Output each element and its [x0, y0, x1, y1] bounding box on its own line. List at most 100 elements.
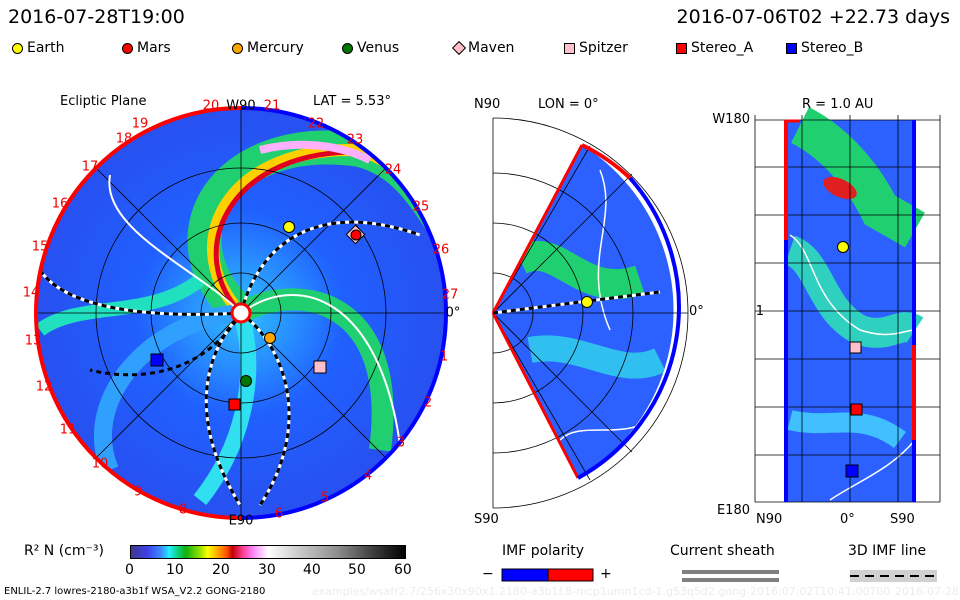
label-e90: E90 — [228, 513, 254, 529]
legend-earth: Earth — [12, 40, 65, 56]
sector-label: 15 — [31, 239, 49, 255]
sector-label: 8 — [178, 502, 188, 518]
label-n90: N90 — [474, 97, 501, 112]
sector-label: 18 — [115, 131, 133, 147]
sector-label: 19 — [131, 116, 149, 132]
legend-mars: Mars — [122, 40, 171, 56]
legend-maven: Maven — [451, 40, 515, 56]
meridional-plot — [491, 117, 689, 509]
spitzer-marker — [313, 360, 327, 374]
colorbar-tick: 0 — [125, 562, 134, 578]
sector-label: 6 — [274, 506, 284, 522]
run-info: 2016-07-06T02 +22.73 days — [676, 6, 950, 28]
imf-minus: − — [482, 566, 494, 582]
colorbar-tick: 60 — [394, 562, 412, 578]
label-w180: W180 — [712, 112, 750, 127]
imf-line-swatch — [850, 570, 937, 582]
imf-line-title: 3D IMF line — [848, 543, 927, 559]
sector-label: 11 — [59, 422, 77, 438]
colorbar-tick: 20 — [212, 562, 230, 578]
legend-label: Stereo_A — [691, 40, 754, 56]
legend-stereo-a: Stereo_A — [676, 40, 753, 56]
label-0deg: 0° — [840, 512, 855, 527]
earth-marker-icon — [12, 42, 23, 54]
sector-label: 3 — [396, 435, 406, 451]
legend-spitzer: Spitzer — [564, 40, 628, 56]
earth-marker — [283, 221, 295, 233]
label-n90: N90 — [756, 512, 783, 527]
legend-label: Venus — [357, 40, 400, 56]
colorbar-tick: 40 — [303, 562, 321, 578]
sector-label: 13 — [24, 333, 42, 349]
label-1: 1 — [755, 304, 764, 319]
sector-label: 5 — [320, 490, 330, 506]
sector-label: 21 — [263, 98, 281, 114]
current-sheath-title: Current sheath — [670, 543, 775, 559]
imf-positive-swatch — [547, 568, 594, 582]
sector-label: 24 — [384, 162, 402, 178]
mars-marker-icon — [122, 42, 133, 54]
sector-label: 25 — [412, 199, 430, 215]
radial-plot — [754, 107, 941, 503]
legend-label: Mars — [137, 40, 171, 56]
sector-label: 12 — [35, 379, 53, 395]
legend-label: Earth — [27, 40, 65, 56]
model-info: ENLIL-2.7 lowres-2180-a3b1f WSA_V2.2 GON… — [4, 586, 266, 597]
stereo-b-marker-icon — [786, 42, 797, 54]
spitzer-marker — [849, 341, 862, 354]
sector-label: 4 — [363, 468, 373, 484]
sector-label: 1 — [439, 349, 449, 365]
venus-marker — [240, 375, 252, 387]
sector-label: 14 — [22, 285, 40, 301]
sector-label: 17 — [81, 159, 99, 175]
legend-mercury: Mercury — [232, 40, 304, 56]
stereo-b-marker — [845, 464, 859, 478]
label-0deg: 0° — [689, 304, 704, 319]
label-w90: W90 — [226, 98, 256, 114]
imf-polarity-title: IMF polarity — [502, 543, 585, 559]
footer-date: 2016-07-28 — [895, 585, 959, 598]
sector-label: 2 — [423, 395, 433, 411]
legend-label: Spitzer — [579, 40, 628, 56]
label-0deg: 0° — [445, 305, 461, 321]
legend-label: Maven — [468, 40, 515, 56]
venus-marker-icon — [342, 42, 353, 54]
sector-label: 9 — [133, 484, 143, 500]
spitzer-marker-icon — [564, 42, 575, 54]
mercury-marker — [264, 332, 276, 344]
earth-marker — [581, 296, 593, 308]
colorbar-tick: 30 — [258, 562, 276, 578]
legend-label: Stereo_B — [801, 40, 864, 56]
sector-label: 27 — [441, 287, 459, 303]
mars-marker — [350, 229, 362, 241]
stereo-b-marker — [150, 353, 164, 367]
current-time: 2016-07-28T19:00 — [8, 6, 185, 28]
mercury-marker-icon — [232, 42, 243, 54]
current-sheath-line — [682, 570, 779, 574]
imf-negative-swatch — [501, 568, 549, 582]
colorbar-tick: 10 — [166, 562, 184, 578]
meridional-lon: LON = 0° — [538, 97, 599, 112]
radial-title: R = 1.0 AU — [802, 97, 874, 112]
sector-label: 20 — [202, 98, 220, 114]
colorbar-label: R² N (cm⁻³) — [24, 543, 104, 559]
legend-stereo-b: Stereo_B — [786, 40, 863, 56]
colorbar — [130, 545, 406, 559]
legend-label: Mercury — [247, 40, 304, 56]
label-e180: E180 — [716, 503, 750, 518]
sector-label: 16 — [51, 196, 69, 212]
stereo-a-marker-icon — [676, 42, 687, 54]
label-s90: S90 — [474, 512, 499, 527]
sector-label: 10 — [91, 456, 109, 472]
ecliptic-plane-plot — [34, 106, 448, 520]
legend-venus: Venus — [342, 40, 399, 56]
run-path: examples/wsafr2.7/256x30x90x1.2180-a3b1f… — [312, 585, 891, 598]
ecliptic-title: Ecliptic Plane — [60, 94, 147, 109]
earth-marker — [837, 241, 849, 253]
ecliptic-lat: LAT = 5.53° — [313, 94, 391, 109]
colorbar-tick: 50 — [348, 562, 366, 578]
label-s90: S90 — [890, 512, 915, 527]
stereo-a-marker — [228, 398, 241, 411]
imf-plus: + — [600, 566, 612, 582]
